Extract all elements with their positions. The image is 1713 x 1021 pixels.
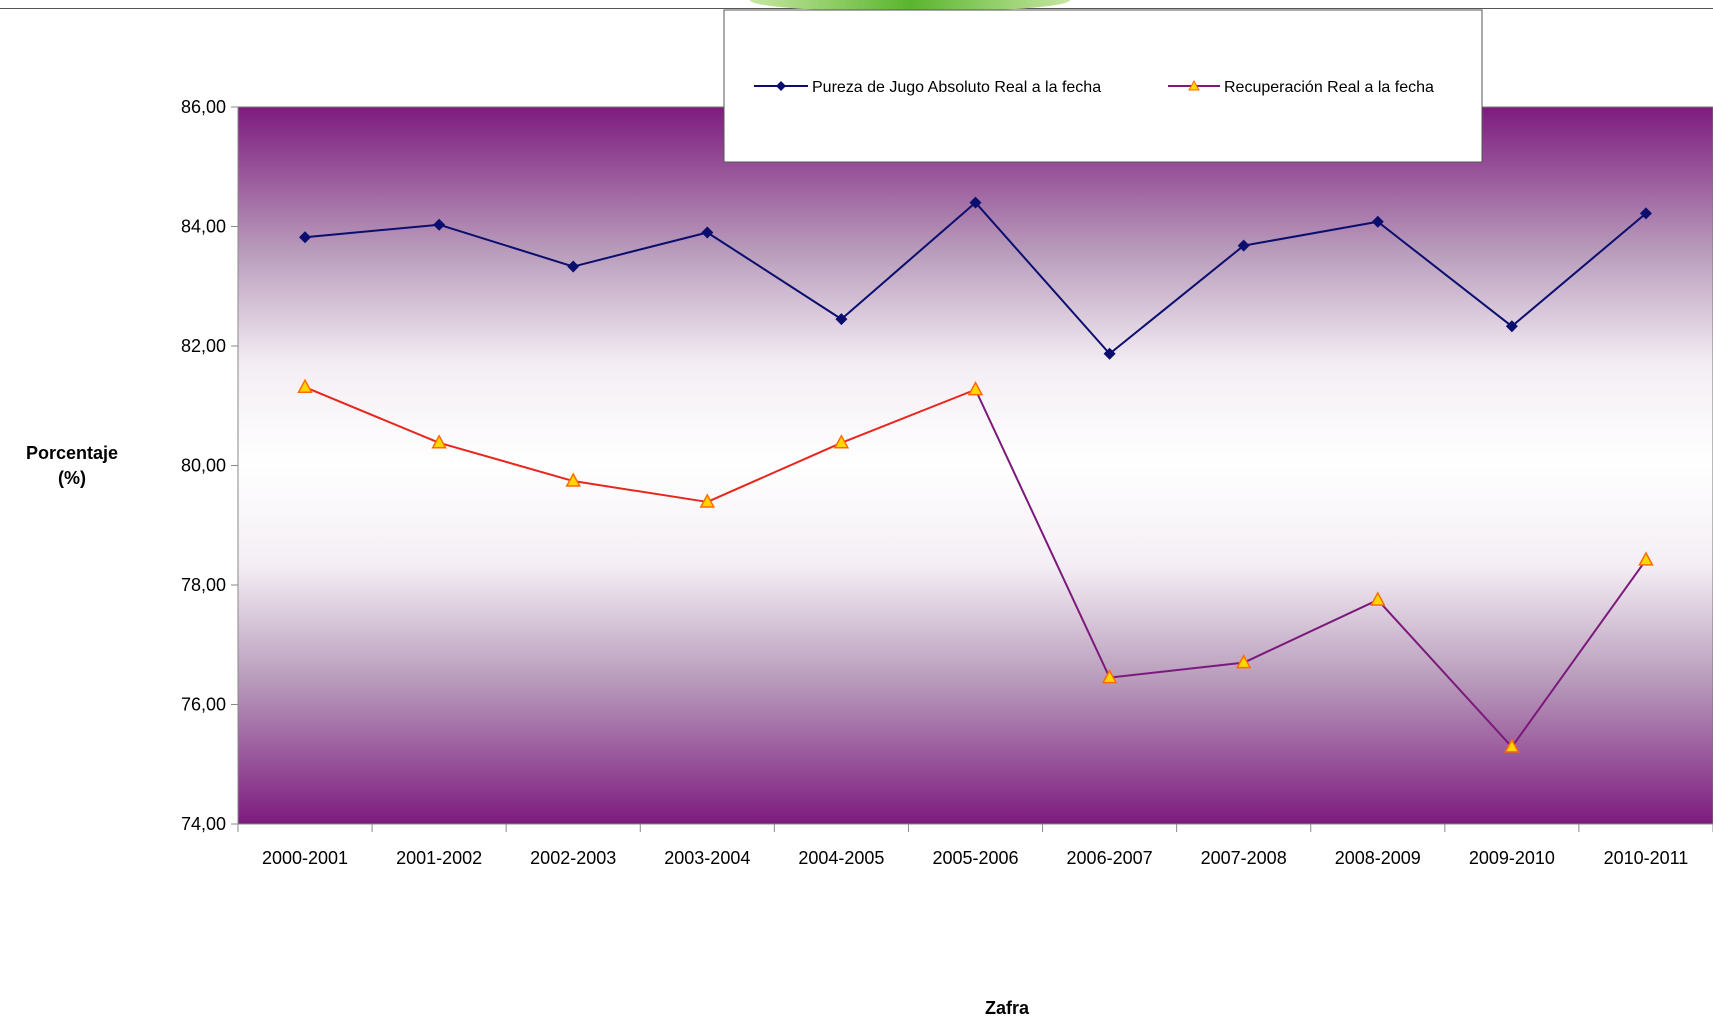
recuperacion-line-segment xyxy=(1511,559,1647,748)
recuperacion-line-segment xyxy=(1377,599,1513,748)
recuperacion-point xyxy=(1638,551,1654,566)
recuperacion-line-segment xyxy=(438,441,574,482)
pureza-point xyxy=(433,218,446,231)
legend-marker-recuperacion xyxy=(1188,79,1200,91)
x-tick-label: 2002-2003 xyxy=(530,848,616,868)
recuperacion-point xyxy=(1101,669,1118,684)
recuperacion-line-segment xyxy=(706,441,842,503)
pureza-line-segment xyxy=(572,231,708,268)
y-tick-label: 80,00 xyxy=(181,456,226,476)
decorative-green-shape xyxy=(750,0,1070,12)
x-tick-label: 2005-2006 xyxy=(932,848,1018,868)
recuperacion-line-segment xyxy=(1109,661,1244,679)
pureza-line-segment xyxy=(304,223,440,239)
x-tick-label: 2008-2009 xyxy=(1335,848,1421,868)
x-tick-label: 2000-2001 xyxy=(262,848,348,868)
pureza-line-segment xyxy=(1243,220,1378,247)
pureza-line-segment xyxy=(1511,212,1647,328)
pureza-point xyxy=(835,313,848,326)
y-tick-label: 74,00 xyxy=(181,814,226,834)
legend: Pureza de Jugo Absoluto Real a la fecha … xyxy=(723,9,1483,163)
series-layer xyxy=(297,196,1654,753)
pureza-point xyxy=(299,231,312,244)
legend-marker-pureza xyxy=(776,81,786,91)
x-tick-label: 2001-2002 xyxy=(396,848,482,868)
pureza-point xyxy=(969,196,982,209)
y-axis-title-line1: Porcentaje xyxy=(26,443,118,463)
recuperacion-line-segment xyxy=(974,389,1111,679)
pureza-line-segment xyxy=(1377,220,1513,328)
y-axis-title-line2: (%) xyxy=(58,468,86,488)
y-tick-label: 82,00 xyxy=(181,336,226,356)
pureza-point xyxy=(1237,239,1250,252)
pureza-point xyxy=(1103,347,1116,360)
pureza-line-segment xyxy=(438,223,574,268)
y-tick-label: 86,00 xyxy=(181,97,226,117)
x-axis-title: Zafra xyxy=(985,998,1030,1018)
pureza-point xyxy=(1639,207,1652,220)
pureza-line-segment xyxy=(974,201,1111,355)
pureza-line-segment xyxy=(1108,244,1245,355)
recuperacion-point xyxy=(565,472,581,487)
legend-box xyxy=(723,9,1483,163)
x-tick-label: 2004-2005 xyxy=(798,848,884,868)
recuperacion-point xyxy=(967,381,984,396)
recuperacion-point xyxy=(431,434,447,449)
y-tick-label: 76,00 xyxy=(181,695,226,715)
y-tick-label: 78,00 xyxy=(181,575,226,595)
pureza-point xyxy=(1505,320,1518,333)
x-tick-label: 2010-2011 xyxy=(1604,848,1689,868)
x-ticks: 2000-2001 2001-2002 2002-2003 2003-2004 2004… xyxy=(237,824,1713,868)
recuperacion-point xyxy=(699,493,716,508)
recuperacion-point xyxy=(1235,654,1252,669)
pureza-line-segment xyxy=(840,201,977,320)
recuperacion-point xyxy=(1504,738,1520,753)
x-tick-label: 2003-2004 xyxy=(664,848,750,868)
recuperacion-point xyxy=(297,378,313,393)
recuperacion-point xyxy=(1370,591,1386,606)
x-tick-label: 2006-2007 xyxy=(1067,848,1153,868)
pureza-line-segment xyxy=(706,231,842,320)
recuperacion-point xyxy=(833,434,850,449)
y-ticks: 74,00 76,00 78,00 80,00 82,00 84,00 86,00 xyxy=(181,97,238,834)
pureza-point xyxy=(701,226,714,239)
recuperacion-line-segment xyxy=(1243,599,1379,664)
y-tick-label: 84,00 xyxy=(181,217,226,237)
pureza-point xyxy=(567,260,580,273)
legend-label-pureza: Pureza de Jugo Absoluto Real a la fecha xyxy=(812,79,1101,96)
x-tick-label: 2009-2010 xyxy=(1469,848,1555,868)
pureza-point xyxy=(1371,215,1384,228)
recuperacion-line-segment xyxy=(304,386,440,444)
legend-label-recuperacion: Recuperación Real a la fecha xyxy=(1224,79,1434,96)
recuperacion-line-segment xyxy=(573,480,708,503)
x-tick-label: 2007-2008 xyxy=(1201,848,1287,868)
recuperacion-line-segment xyxy=(841,388,976,444)
plot-area xyxy=(237,106,1713,825)
